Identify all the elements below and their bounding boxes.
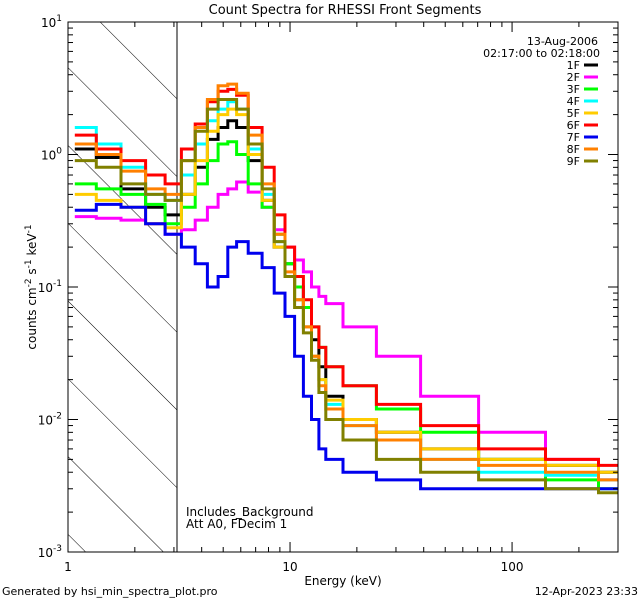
y-tick-label: 10-2: [38, 412, 62, 428]
excluded-region-hatch: [68, 22, 177, 552]
y-label-mid-2: keV: [25, 233, 39, 260]
y-axis-label: counts cm-2 s-1 keV-1: [24, 224, 39, 349]
x-tick-label: 1: [64, 560, 72, 574]
y-label-exp-2: -1: [24, 259, 34, 268]
time-label: 13-Aug-2006: [527, 35, 598, 48]
x-tick-label: 10: [282, 560, 297, 574]
series-line-9F: [74, 98, 618, 495]
footer-generated-by: Generated by hsi_min_spectra_plot.pro: [2, 585, 218, 598]
legend-label-4F: 4F: [567, 95, 580, 108]
legend-label-9F: 9F: [567, 155, 580, 168]
y-tick-label: 101: [41, 14, 62, 30]
legend-label-7F: 7F: [567, 131, 580, 144]
x-axis-label: Energy (keV): [304, 574, 381, 588]
legend-label-2F: 2F: [567, 71, 580, 84]
chart-title: Count Spectra for RHESSI Front Segments: [209, 3, 482, 18]
y-label-base: counts cm: [25, 287, 39, 349]
legend-label-3F: 3F: [567, 83, 580, 96]
legend-label-1F: 1F: [567, 59, 580, 72]
x-tick-labels: 1 10 100: [64, 560, 523, 574]
footer-date: 12-Apr-2023 23:33: [535, 585, 638, 598]
series-group: [74, 82, 618, 495]
y-tick-labels: 10-3 10-2 10-1 100 101: [38, 14, 63, 560]
time-range-label: 02:17:00 to 02:18:00: [483, 47, 600, 60]
y-tick-label: 10-3: [38, 544, 62, 560]
y-label-exp-1: -2: [24, 278, 34, 287]
legend-label-6F: 6F: [567, 119, 580, 132]
series-line-7F: [74, 202, 618, 491]
axis-ticks: [67, 22, 619, 553]
annotation-attenuator: Att A0, FDecim 1: [186, 517, 287, 531]
legend-label-5F: 5F: [567, 107, 580, 120]
legend-label-8F: 8F: [567, 143, 580, 156]
y-tick-label: 10-1: [38, 279, 62, 295]
x-tick-label: 100: [501, 560, 524, 574]
annotation-background: Includes_Background: [186, 505, 314, 519]
y-label-mid-1: s: [25, 268, 39, 278]
y-tick-label: 100: [41, 147, 62, 163]
y-label-exp-3: -1: [24, 224, 34, 233]
